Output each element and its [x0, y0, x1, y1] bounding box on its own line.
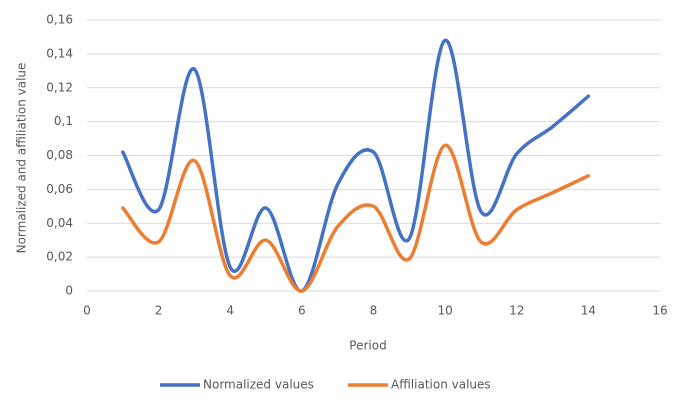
y-axis-label: Normalized and affiliation value	[15, 63, 29, 254]
series-line	[121, 38, 591, 293]
x-tick-label: 12	[509, 304, 524, 318]
x-tick-label: 2	[155, 304, 163, 318]
x-tick-label: 8	[370, 304, 378, 318]
y-tick-label: 0,16	[46, 13, 73, 27]
legend-label: Affiliation values	[391, 378, 491, 392]
x-tick-label: 0	[83, 304, 91, 318]
y-tick-label: 0,06	[46, 182, 73, 196]
x-tick-label: 14	[581, 304, 596, 318]
y-tick-label: 0,12	[46, 80, 73, 94]
y-tick-label: 0,04	[46, 216, 73, 230]
y-tick-label: 0,02	[46, 250, 73, 264]
x-tick-label: 4	[226, 304, 234, 318]
y-tick-label: 0,14	[46, 46, 73, 60]
legend-label: Normalized values	[203, 378, 314, 392]
x-tick-label: 16	[652, 304, 667, 318]
y-tick-label: 0,1	[54, 114, 73, 128]
y-tick-label: 0	[65, 284, 73, 298]
x-tick-label: 6	[298, 304, 306, 318]
x-tick-label: 10	[437, 304, 452, 318]
x-axis-label: Period	[349, 339, 386, 353]
series-line	[121, 143, 591, 293]
y-tick-label: 0,08	[46, 148, 73, 162]
